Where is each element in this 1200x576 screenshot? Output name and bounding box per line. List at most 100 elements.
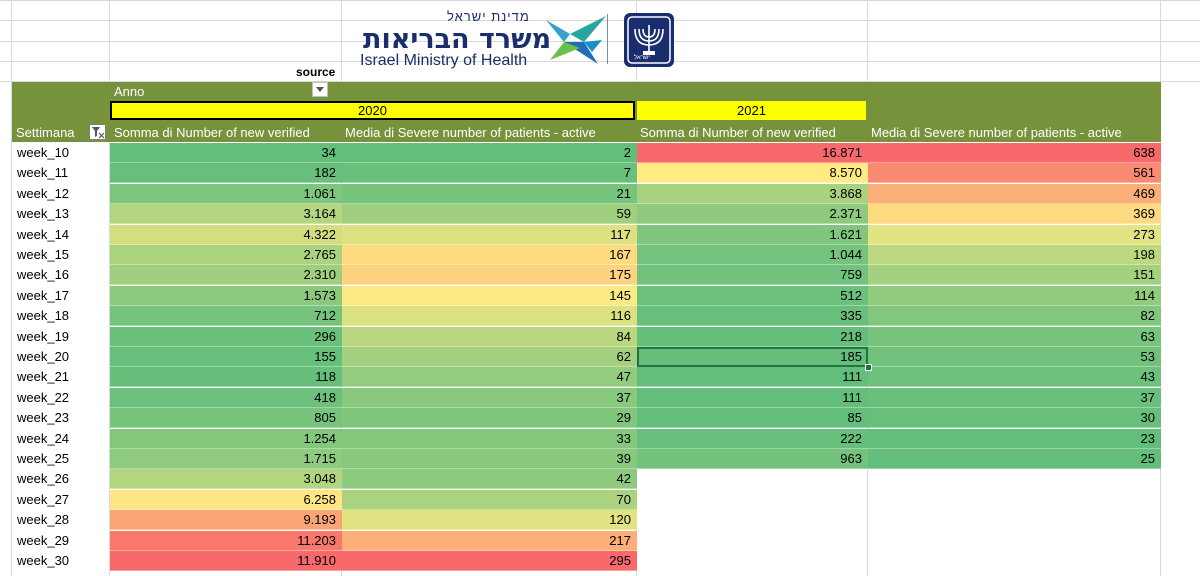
new-verified-2021-cell[interactable]: 2.371 <box>637 204 868 225</box>
week-label[interactable]: week_24 <box>17 430 70 446</box>
new-verified-2020-cell[interactable]: 296 <box>110 326 342 347</box>
new-verified-2021-cell[interactable]: 1.044 <box>637 245 868 265</box>
severe-2021-cell[interactable] <box>868 531 1161 551</box>
severe-2021-cell[interactable]: 369 <box>868 204 1161 225</box>
severe-2021-cell[interactable] <box>868 469 1161 489</box>
week-label[interactable]: week_29 <box>17 532 70 548</box>
new-verified-2021-cell[interactable]: 222 <box>637 428 868 449</box>
new-verified-2020-cell[interactable]: 805 <box>110 408 342 429</box>
row-field-header[interactable]: Settimana <box>16 125 75 140</box>
new-verified-2020-cell[interactable]: 1.715 <box>110 449 342 469</box>
new-verified-2020-cell[interactable]: 118 <box>110 367 342 388</box>
severe-2021-cell[interactable]: 30 <box>868 408 1161 429</box>
week-label[interactable]: week_13 <box>17 206 70 222</box>
year-header-2021[interactable]: 2021 <box>637 101 866 120</box>
new-verified-2021-cell[interactable] <box>637 469 868 489</box>
week-label[interactable]: week_18 <box>17 308 70 324</box>
severe-2021-cell[interactable]: 53 <box>868 347 1161 367</box>
new-verified-2020-cell[interactable]: 1.061 <box>110 183 342 204</box>
severe-2021-cell[interactable]: 273 <box>868 224 1161 245</box>
severe-2021-cell[interactable]: 23 <box>868 428 1161 449</box>
week-label[interactable]: week_30 <box>17 553 70 568</box>
column-header-severe-2021[interactable]: Media di Severe number of patients - act… <box>871 125 1122 140</box>
severe-2020-cell[interactable]: 120 <box>342 510 637 531</box>
new-verified-2021-cell[interactable]: 335 <box>637 306 868 327</box>
week-label[interactable]: week_11 <box>17 165 69 181</box>
new-verified-2020-cell[interactable]: 712 <box>110 306 342 327</box>
severe-2020-cell[interactable]: 29 <box>342 408 637 429</box>
week-label[interactable]: week_17 <box>17 287 70 303</box>
new-verified-2020-cell[interactable]: 11.203 <box>110 530 342 551</box>
new-verified-2021-cell[interactable] <box>637 490 868 510</box>
new-verified-2021-cell[interactable]: 218 <box>637 326 868 347</box>
column-header-new-verified-2021[interactable]: Somma di Number of new verified <box>640 125 836 140</box>
severe-2020-cell[interactable]: 70 <box>342 489 637 510</box>
severe-2021-cell[interactable]: 198 <box>868 245 1161 265</box>
new-verified-2021-cell[interactable] <box>637 531 868 551</box>
severe-2020-cell[interactable]: 295 <box>342 551 637 571</box>
selected-cell[interactable]: 185 <box>637 347 868 367</box>
new-verified-2020-cell[interactable]: 9.193 <box>110 510 342 531</box>
severe-2020-cell[interactable]: 33 <box>342 428 637 449</box>
severe-2020-cell[interactable]: 2 <box>342 143 637 163</box>
new-verified-2021-cell[interactable]: 759 <box>637 265 868 286</box>
week-label[interactable]: week_10 <box>17 145 70 160</box>
new-verified-2020-cell[interactable]: 4.322 <box>110 224 342 245</box>
week-label[interactable]: week_27 <box>17 491 70 507</box>
severe-2020-cell[interactable]: 21 <box>342 183 637 204</box>
severe-2020-cell[interactable]: 145 <box>342 285 637 306</box>
severe-2020-cell[interactable]: 37 <box>342 387 637 408</box>
severe-2021-cell[interactable]: 638 <box>868 143 1161 163</box>
new-verified-2020-cell[interactable]: 1.573 <box>110 285 342 306</box>
week-label[interactable]: week_28 <box>17 512 70 528</box>
column-header-severe-2020[interactable]: Media di Severe number of patients - act… <box>345 125 596 140</box>
week-label[interactable]: week_21 <box>17 369 70 385</box>
new-verified-2021-cell[interactable]: 85 <box>637 408 868 429</box>
week-label[interactable]: week_23 <box>17 410 70 426</box>
new-verified-2020-cell[interactable]: 11.910 <box>110 551 342 571</box>
severe-2021-cell[interactable]: 151 <box>868 265 1161 286</box>
new-verified-2020-cell[interactable]: 2.765 <box>110 245 342 265</box>
new-verified-2021-cell[interactable]: 512 <box>637 285 868 306</box>
new-verified-2020-cell[interactable]: 6.258 <box>110 489 342 510</box>
severe-2020-cell[interactable]: 167 <box>342 245 637 265</box>
week-label[interactable]: week_25 <box>17 451 70 466</box>
new-verified-2020-cell[interactable]: 155 <box>110 347 342 367</box>
new-verified-2020-cell[interactable]: 1.254 <box>110 428 342 449</box>
severe-2021-cell[interactable]: 63 <box>868 326 1161 347</box>
severe-2021-cell[interactable]: 114 <box>868 285 1161 306</box>
new-verified-2020-cell[interactable]: 34 <box>110 143 342 163</box>
fill-handle[interactable] <box>865 364 872 371</box>
severe-2020-cell[interactable]: 84 <box>342 326 637 347</box>
severe-2020-cell[interactable]: 42 <box>342 469 637 490</box>
row-filter-icon[interactable] <box>89 124 106 140</box>
new-verified-2021-cell[interactable]: 16.871 <box>637 143 868 163</box>
week-label[interactable]: week_19 <box>17 328 70 344</box>
new-verified-2021-cell[interactable]: 3.868 <box>637 183 868 204</box>
new-verified-2021-cell[interactable]: 1.621 <box>637 224 868 245</box>
week-label[interactable]: week_22 <box>17 389 70 405</box>
new-verified-2020-cell[interactable]: 418 <box>110 387 342 408</box>
severe-2021-cell[interactable] <box>868 490 1161 510</box>
new-verified-2021-cell[interactable]: 8.570 <box>637 163 868 184</box>
severe-2020-cell[interactable]: 7 <box>342 163 637 184</box>
severe-2020-cell[interactable]: 175 <box>342 265 637 286</box>
severe-2021-cell[interactable] <box>868 510 1161 530</box>
week-label[interactable]: week_20 <box>17 349 70 364</box>
severe-2020-cell[interactable]: 116 <box>342 306 637 327</box>
new-verified-2020-cell[interactable]: 2.310 <box>110 265 342 286</box>
severe-2021-cell[interactable]: 25 <box>868 449 1161 469</box>
week-label[interactable]: week_15 <box>17 247 70 262</box>
new-verified-2021-cell[interactable]: 111 <box>637 367 868 388</box>
week-label[interactable]: week_26 <box>17 471 70 487</box>
new-verified-2021-cell[interactable]: 963 <box>637 449 868 469</box>
severe-2021-cell[interactable]: 469 <box>868 183 1161 204</box>
severe-2020-cell[interactable]: 117 <box>342 224 637 245</box>
new-verified-2020-cell[interactable]: 182 <box>110 163 342 184</box>
severe-2020-cell[interactable]: 62 <box>342 347 637 367</box>
severe-2020-cell[interactable]: 217 <box>342 530 637 551</box>
column-header-new-verified-2020[interactable]: Somma di Number of new verified <box>114 125 310 140</box>
source-filter-dropdown[interactable] <box>312 82 328 97</box>
severe-2021-cell[interactable]: 43 <box>868 367 1161 388</box>
severe-2021-cell[interactable]: 82 <box>868 306 1161 327</box>
